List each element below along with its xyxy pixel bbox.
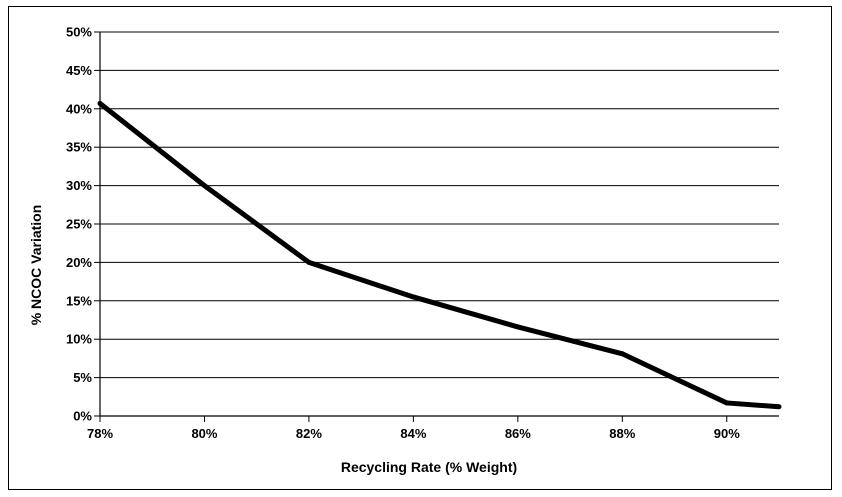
data-point (306, 259, 312, 265)
series-line (98, 101, 780, 410)
y-tick-label: 45% (66, 63, 92, 78)
x-tick-label: 80% (191, 426, 217, 441)
x-tick-label: 78% (87, 426, 113, 441)
x-tick-label: 88% (609, 426, 635, 441)
y-tick-label: 40% (66, 101, 92, 116)
axes (94, 31, 779, 422)
x-tick-label: 90% (714, 426, 740, 441)
x-tick-label: 84% (400, 426, 426, 441)
y-tick-labels: 0% 5% 10% 15% 20% 25% 30% 35% 40% 45% 50% (66, 25, 92, 424)
x-tick-labels: 78% 80% 82% 84% 86% 88% 90% (87, 426, 740, 441)
y-tick-label: 50% (66, 25, 92, 40)
data-point (201, 183, 207, 189)
y-tick-label: 35% (66, 140, 92, 155)
data-point (776, 404, 782, 410)
data-point (515, 324, 521, 330)
y-tick-label: 15% (66, 293, 92, 308)
y-tick-label: 25% (66, 217, 92, 232)
data-point (619, 351, 625, 357)
y-axis-title: % NCOC Variation (28, 205, 44, 326)
y-tick-label: 20% (66, 255, 92, 270)
data-point (724, 400, 730, 406)
y-tick-label: 30% (66, 178, 92, 193)
gridlines (100, 31, 779, 379)
y-tick-label: 5% (73, 370, 92, 385)
chart-frame (8, 6, 832, 490)
x-tick-label: 86% (505, 426, 531, 441)
y-tick-label: 0% (73, 409, 92, 424)
data-point (410, 294, 416, 300)
data-point (97, 100, 103, 106)
y-tick-label: 10% (66, 332, 92, 347)
series (97, 100, 782, 410)
x-tick-label: 82% (296, 426, 322, 441)
x-axis-title: Recycling Rate (% Weight) (341, 459, 517, 475)
